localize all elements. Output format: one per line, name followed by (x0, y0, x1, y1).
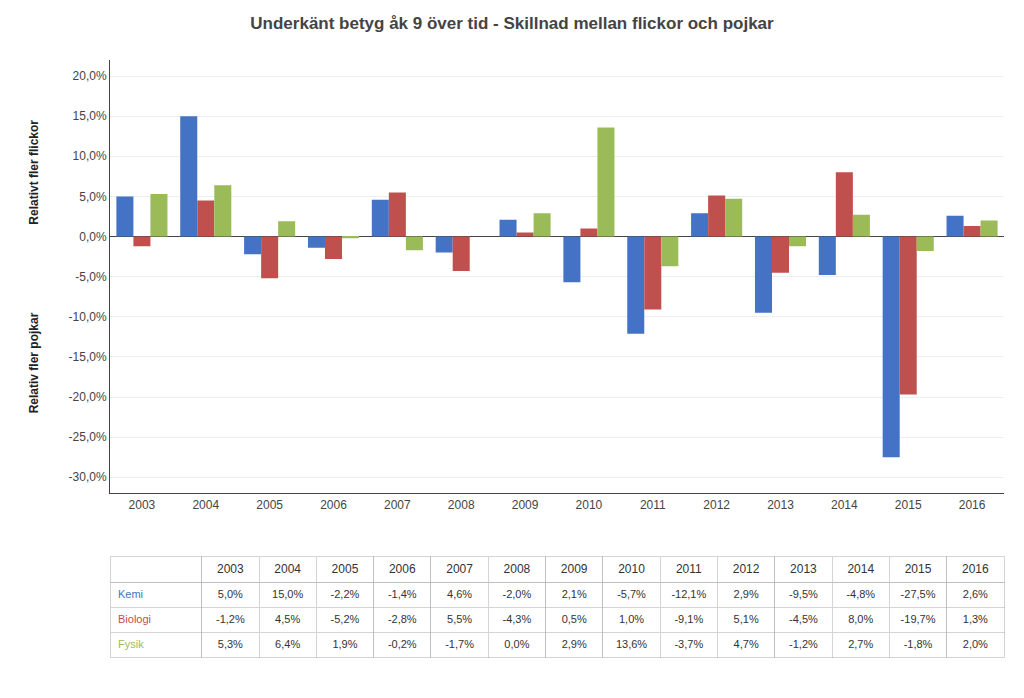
svg-text:2004: 2004 (274, 562, 301, 576)
svg-text:2015: 2015 (895, 498, 922, 512)
svg-text:2007: 2007 (384, 498, 411, 512)
svg-text:-2,8%: -2,8% (388, 613, 417, 625)
svg-text:2009: 2009 (512, 498, 539, 512)
svg-text:10,0%: 10,0% (73, 149, 107, 163)
svg-text:2011: 2011 (640, 498, 666, 512)
svg-text:-1,2%: -1,2% (789, 638, 818, 650)
svg-text:1,0%: 1,0% (619, 613, 644, 625)
svg-text:-2,2%: -2,2% (331, 588, 360, 600)
svg-text:0,0%: 0,0% (79, 230, 107, 244)
svg-text:2006: 2006 (320, 498, 347, 512)
svg-text:2012: 2012 (703, 498, 730, 512)
svg-text:-4,3%: -4,3% (503, 613, 532, 625)
svg-text:5,0%: 5,0% (79, 190, 107, 204)
svg-text:2,7%: 2,7% (848, 638, 873, 650)
svg-text:2,9%: 2,9% (734, 588, 759, 600)
svg-text:4,5%: 4,5% (275, 613, 300, 625)
svg-text:15,0%: 15,0% (73, 109, 107, 123)
svg-text:2005: 2005 (256, 498, 283, 512)
svg-text:0,0%: 0,0% (504, 638, 529, 650)
svg-text:5,3%: 5,3% (218, 638, 243, 650)
svg-text:Kemi: Kemi (118, 588, 143, 600)
svg-text:2007: 2007 (446, 562, 473, 576)
svg-text:0,5%: 0,5% (562, 613, 587, 625)
svg-text:2013: 2013 (767, 498, 794, 512)
svg-text:5,5%: 5,5% (447, 613, 472, 625)
svg-text:-3,7%: -3,7% (674, 638, 703, 650)
svg-text:-30,0%: -30,0% (69, 470, 107, 484)
svg-text:2014: 2014 (831, 498, 858, 512)
svg-text:-25,0%: -25,0% (69, 430, 107, 444)
svg-text:2008: 2008 (448, 498, 475, 512)
svg-text:2004: 2004 (192, 498, 219, 512)
svg-text:2,6%: 2,6% (963, 588, 988, 600)
svg-text:-1,4%: -1,4% (388, 588, 417, 600)
svg-text:2003: 2003 (129, 498, 156, 512)
svg-text:13,6%: 13,6% (616, 638, 647, 650)
svg-text:2015: 2015 (905, 562, 932, 576)
svg-text:-1,7%: -1,7% (445, 638, 474, 650)
svg-text:2009: 2009 (561, 562, 588, 576)
svg-text:2,1%: 2,1% (562, 588, 587, 600)
svg-text:-4,8%: -4,8% (846, 588, 875, 600)
svg-text:2016: 2016 (959, 498, 986, 512)
svg-text:-0,2%: -0,2% (388, 638, 417, 650)
svg-text:-2,0%: -2,0% (503, 588, 532, 600)
svg-text:-19,7%: -19,7% (901, 613, 936, 625)
svg-text:Biologi: Biologi (118, 613, 151, 625)
svg-text:5,1%: 5,1% (734, 613, 759, 625)
svg-text:2011: 2011 (676, 562, 702, 576)
svg-text:2016: 2016 (962, 562, 989, 576)
svg-text:-20,0%: -20,0% (69, 390, 107, 404)
svg-text:-1,8%: -1,8% (904, 638, 933, 650)
svg-text:2013: 2013 (790, 562, 817, 576)
svg-text:2005: 2005 (332, 562, 359, 576)
svg-text:-9,5%: -9,5% (789, 588, 818, 600)
svg-text:1,3%: 1,3% (963, 613, 988, 625)
svg-text:Relativ fler pojkar: Relativ fler pojkar (27, 312, 41, 413)
svg-text:-5,7%: -5,7% (617, 588, 646, 600)
svg-text:4,6%: 4,6% (447, 588, 472, 600)
svg-text:20,0%: 20,0% (73, 69, 107, 83)
svg-text:5,0%: 5,0% (218, 588, 243, 600)
svg-text:15,0%: 15,0% (272, 588, 303, 600)
svg-text:2006: 2006 (389, 562, 416, 576)
svg-text:2012: 2012 (733, 562, 760, 576)
svg-text:-15,0%: -15,0% (69, 350, 107, 364)
svg-text:1,9%: 1,9% (332, 638, 357, 650)
svg-text:-9,1%: -9,1% (674, 613, 703, 625)
svg-text:-4,5%: -4,5% (789, 613, 818, 625)
svg-text:Relativt fler flickor: Relativt fler flickor (27, 120, 41, 225)
svg-text:2014: 2014 (847, 562, 874, 576)
svg-text:2010: 2010 (618, 562, 645, 576)
svg-text:-27,5%: -27,5% (901, 588, 936, 600)
svg-text:-5,2%: -5,2% (331, 613, 360, 625)
svg-text:-1,2%: -1,2% (216, 613, 245, 625)
svg-text:Fysik: Fysik (118, 638, 144, 650)
svg-text:2003: 2003 (217, 562, 244, 576)
svg-text:6,4%: 6,4% (275, 638, 300, 650)
svg-text:Underkänt betyg åk 9 över tid: Underkänt betyg åk 9 över tid - Skillnad… (250, 14, 774, 33)
svg-text:8,0%: 8,0% (848, 613, 873, 625)
svg-text:4,7%: 4,7% (734, 638, 759, 650)
svg-text:-12,1%: -12,1% (671, 588, 706, 600)
svg-text:-5,0%: -5,0% (75, 270, 107, 284)
svg-text:2,9%: 2,9% (562, 638, 587, 650)
svg-text:2010: 2010 (576, 498, 603, 512)
svg-text:2,0%: 2,0% (963, 638, 988, 650)
svg-text:2008: 2008 (504, 562, 531, 576)
svg-text:-10,0%: -10,0% (69, 310, 107, 324)
